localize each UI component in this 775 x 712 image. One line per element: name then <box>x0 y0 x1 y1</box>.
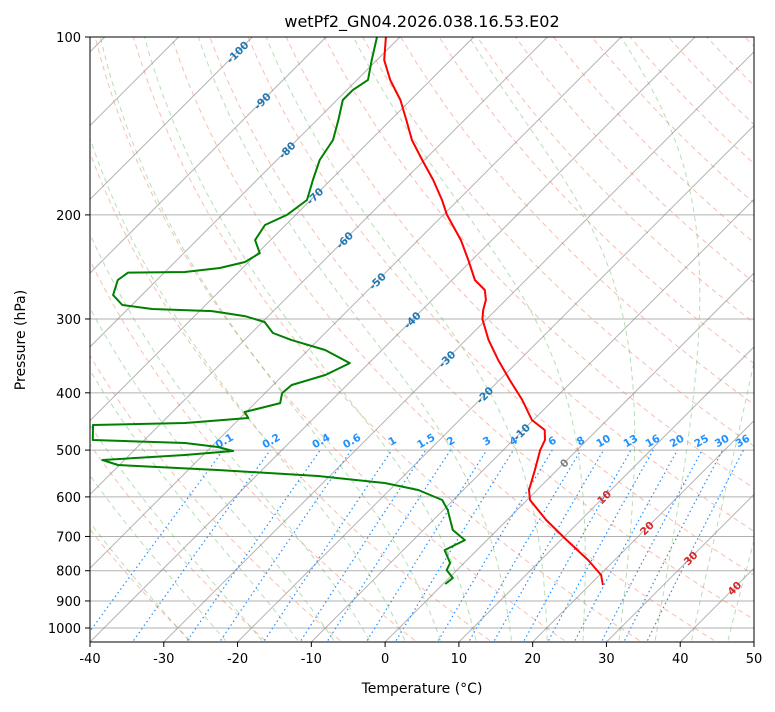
y-tick-label: 700 <box>56 530 81 545</box>
mixing-ratio-line <box>602 450 702 640</box>
y-tick-label: 300 <box>56 313 81 328</box>
y-tick-label: 800 <box>56 565 81 580</box>
mixing-ratio-label: 10 <box>594 433 613 451</box>
x-axis-label: Temperature (°C) <box>361 681 483 697</box>
mixing-ratio-label: 20 <box>668 433 687 451</box>
x-tick-label: 0 <box>381 652 389 667</box>
isotherm-label: -50 <box>367 271 389 293</box>
x-tick-label: -20 <box>227 652 248 667</box>
isotherm-label: 10 <box>595 488 614 507</box>
mixing-ratio-line <box>134 450 271 640</box>
mixing-ratio-line <box>549 450 654 640</box>
mixing-ratio-label: 0.2 <box>260 432 282 452</box>
mixing-ratio-label: 16 <box>644 433 663 451</box>
y-tick-label: 400 <box>56 387 81 402</box>
moist-adiabat <box>692 37 775 641</box>
mixing-ratio-label: 13 <box>621 433 640 451</box>
y-tick-label: 200 <box>56 209 81 224</box>
isotherm <box>754 37 775 642</box>
dry-adiabat <box>745 37 775 641</box>
isotherm <box>16 37 621 642</box>
mixing-ratio-line <box>83 450 223 640</box>
mixing-ratio-label: 30 <box>713 433 732 451</box>
isotherm <box>459 37 775 642</box>
x-tick-label: -40 <box>79 652 100 667</box>
dry-adiabat <box>172 37 715 641</box>
mixing-ratio-line <box>265 450 392 640</box>
temperature-profile <box>384 37 603 585</box>
dry-adiabat <box>439 37 775 641</box>
moist-adiabat <box>0 37 225 641</box>
isotherm <box>680 37 775 642</box>
isotherm-label: 40 <box>726 579 745 598</box>
dry-adiabat <box>133 37 639 641</box>
y-tick-label: 500 <box>56 444 81 459</box>
chart-title: wetPf2_GN04.2026.038.16.53.E02 <box>284 12 559 32</box>
x-tick-label: 10 <box>451 652 468 667</box>
x-tick-label: -30 <box>153 652 174 667</box>
isotherm-label: -40 <box>402 310 424 332</box>
dewpoint-profile <box>93 37 465 584</box>
mixing-ratio-label: 6 <box>546 434 558 448</box>
isotherm-label: -90 <box>252 91 274 113</box>
dry-adiabat <box>363 37 775 641</box>
isotherm <box>533 37 775 642</box>
mixing-ratio-line <box>575 450 677 640</box>
isotherm <box>0 37 547 642</box>
isotherm-label: -60 <box>334 230 356 252</box>
x-tick-label: 50 <box>746 652 763 667</box>
moist-adiabat <box>4 37 334 641</box>
dry-adiabat <box>592 37 775 641</box>
mixing-ratio-line <box>301 450 426 640</box>
dry-adiabat <box>324 37 775 641</box>
x-tick-label: 20 <box>524 652 541 667</box>
mixing-ratio-label: 1.5 <box>415 432 437 452</box>
x-tick-label: 30 <box>598 652 615 667</box>
moist-adiabat <box>0 37 298 641</box>
isotherm-label: -100 <box>225 39 252 66</box>
isotherm-label: -30 <box>437 349 459 371</box>
y-tick-label: 100 <box>56 31 81 46</box>
isotherm-label: -80 <box>277 140 299 162</box>
mixing-ratio-label: 3 <box>481 434 493 448</box>
dry-adiabat <box>57 37 490 641</box>
mixing-ratio-label: 2 <box>445 434 457 448</box>
y-tick-label: 1000 <box>48 622 81 637</box>
x-tick-label: 40 <box>672 652 689 667</box>
isotherm-label: 20 <box>638 519 657 538</box>
dry-adiabat <box>248 37 775 641</box>
mixing-ratio-label: 0.6 <box>341 432 363 452</box>
moist-adiabat <box>63 37 405 641</box>
x-tick-label: -10 <box>301 652 322 667</box>
isotherm <box>164 37 769 642</box>
isotherm <box>90 37 695 642</box>
y-tick-label: 900 <box>56 595 81 610</box>
mixing-ratio-label: 1 <box>386 434 398 448</box>
isotherm <box>0 37 400 642</box>
isotherm-label: -20 <box>474 385 496 407</box>
isotherm <box>0 37 252 642</box>
dry-adiabat <box>668 37 775 641</box>
moist-adiabat <box>100 37 440 641</box>
mixing-ratio-line <box>524 450 631 640</box>
mixing-ratio-label: 36 <box>733 433 752 451</box>
dry-adiabat <box>0 37 265 641</box>
dry-adiabat <box>19 37 415 641</box>
dry-adiabat <box>516 37 775 641</box>
dry-adiabat <box>630 37 775 641</box>
isotherm-label: 30 <box>682 549 701 568</box>
dry-adiabat <box>554 37 775 641</box>
moist-adiabat <box>0 37 262 641</box>
y-tick-label: 600 <box>56 491 81 506</box>
isotherm <box>0 37 326 642</box>
dry-adiabat <box>707 37 775 641</box>
background-lines <box>0 37 775 642</box>
y-axis-label: Pressure (hPa) <box>13 290 29 390</box>
mixing-ratio-label: 0.4 <box>310 432 332 452</box>
isotherm <box>311 37 775 642</box>
